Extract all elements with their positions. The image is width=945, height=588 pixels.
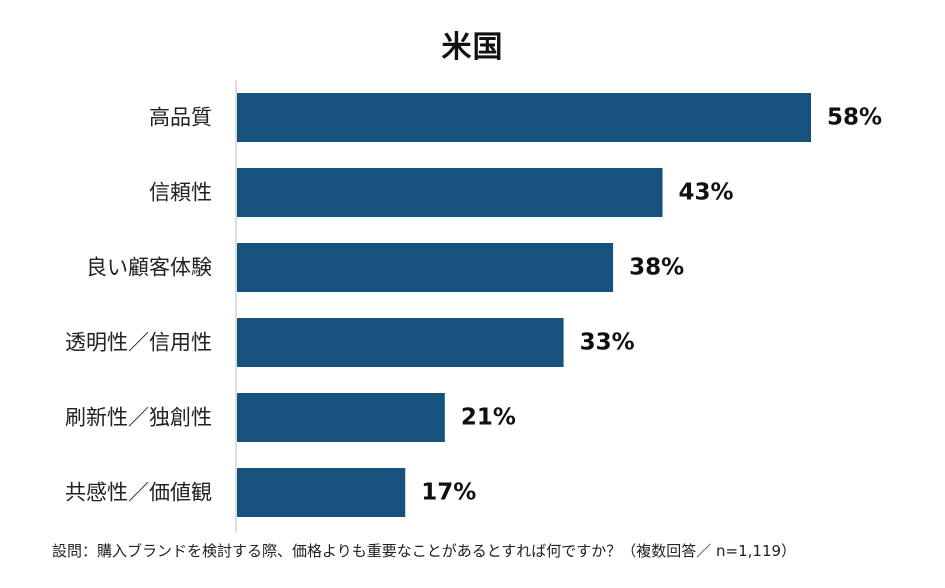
bar-0 [237, 93, 811, 142]
bar-1 [237, 168, 663, 217]
category-label-1: 信頼性 [149, 181, 212, 205]
bars-layer [237, 93, 811, 517]
value-labels-layer: 58% 43% 38% 33% 21% 17% [421, 105, 882, 506]
bar-5 [237, 468, 406, 517]
bar-3 [237, 318, 564, 367]
value-label-2: 38% [629, 255, 684, 281]
value-label-3: 33% [580, 330, 635, 356]
value-label-0: 58% [827, 105, 882, 131]
value-label-1: 43% [679, 180, 734, 206]
category-label-0: 高品質 [149, 106, 212, 130]
chart-title: 米国 [441, 30, 504, 65]
category-label-4: 刷新性／独創性 [65, 406, 212, 430]
survey-footnote: 設問：購入ブランドを検討する際、価格よりも重要なことがあるとすれば何ですか？（複… [52, 542, 797, 560]
category-label-3: 透明性／信用性 [65, 331, 212, 355]
bar-2 [237, 243, 614, 292]
value-label-5: 17% [421, 480, 476, 506]
category-label-2: 良い顧客体験 [86, 256, 212, 280]
category-label-5: 共感性／価値観 [65, 481, 212, 505]
value-label-4: 21% [461, 405, 516, 431]
bar-4 [237, 393, 445, 442]
